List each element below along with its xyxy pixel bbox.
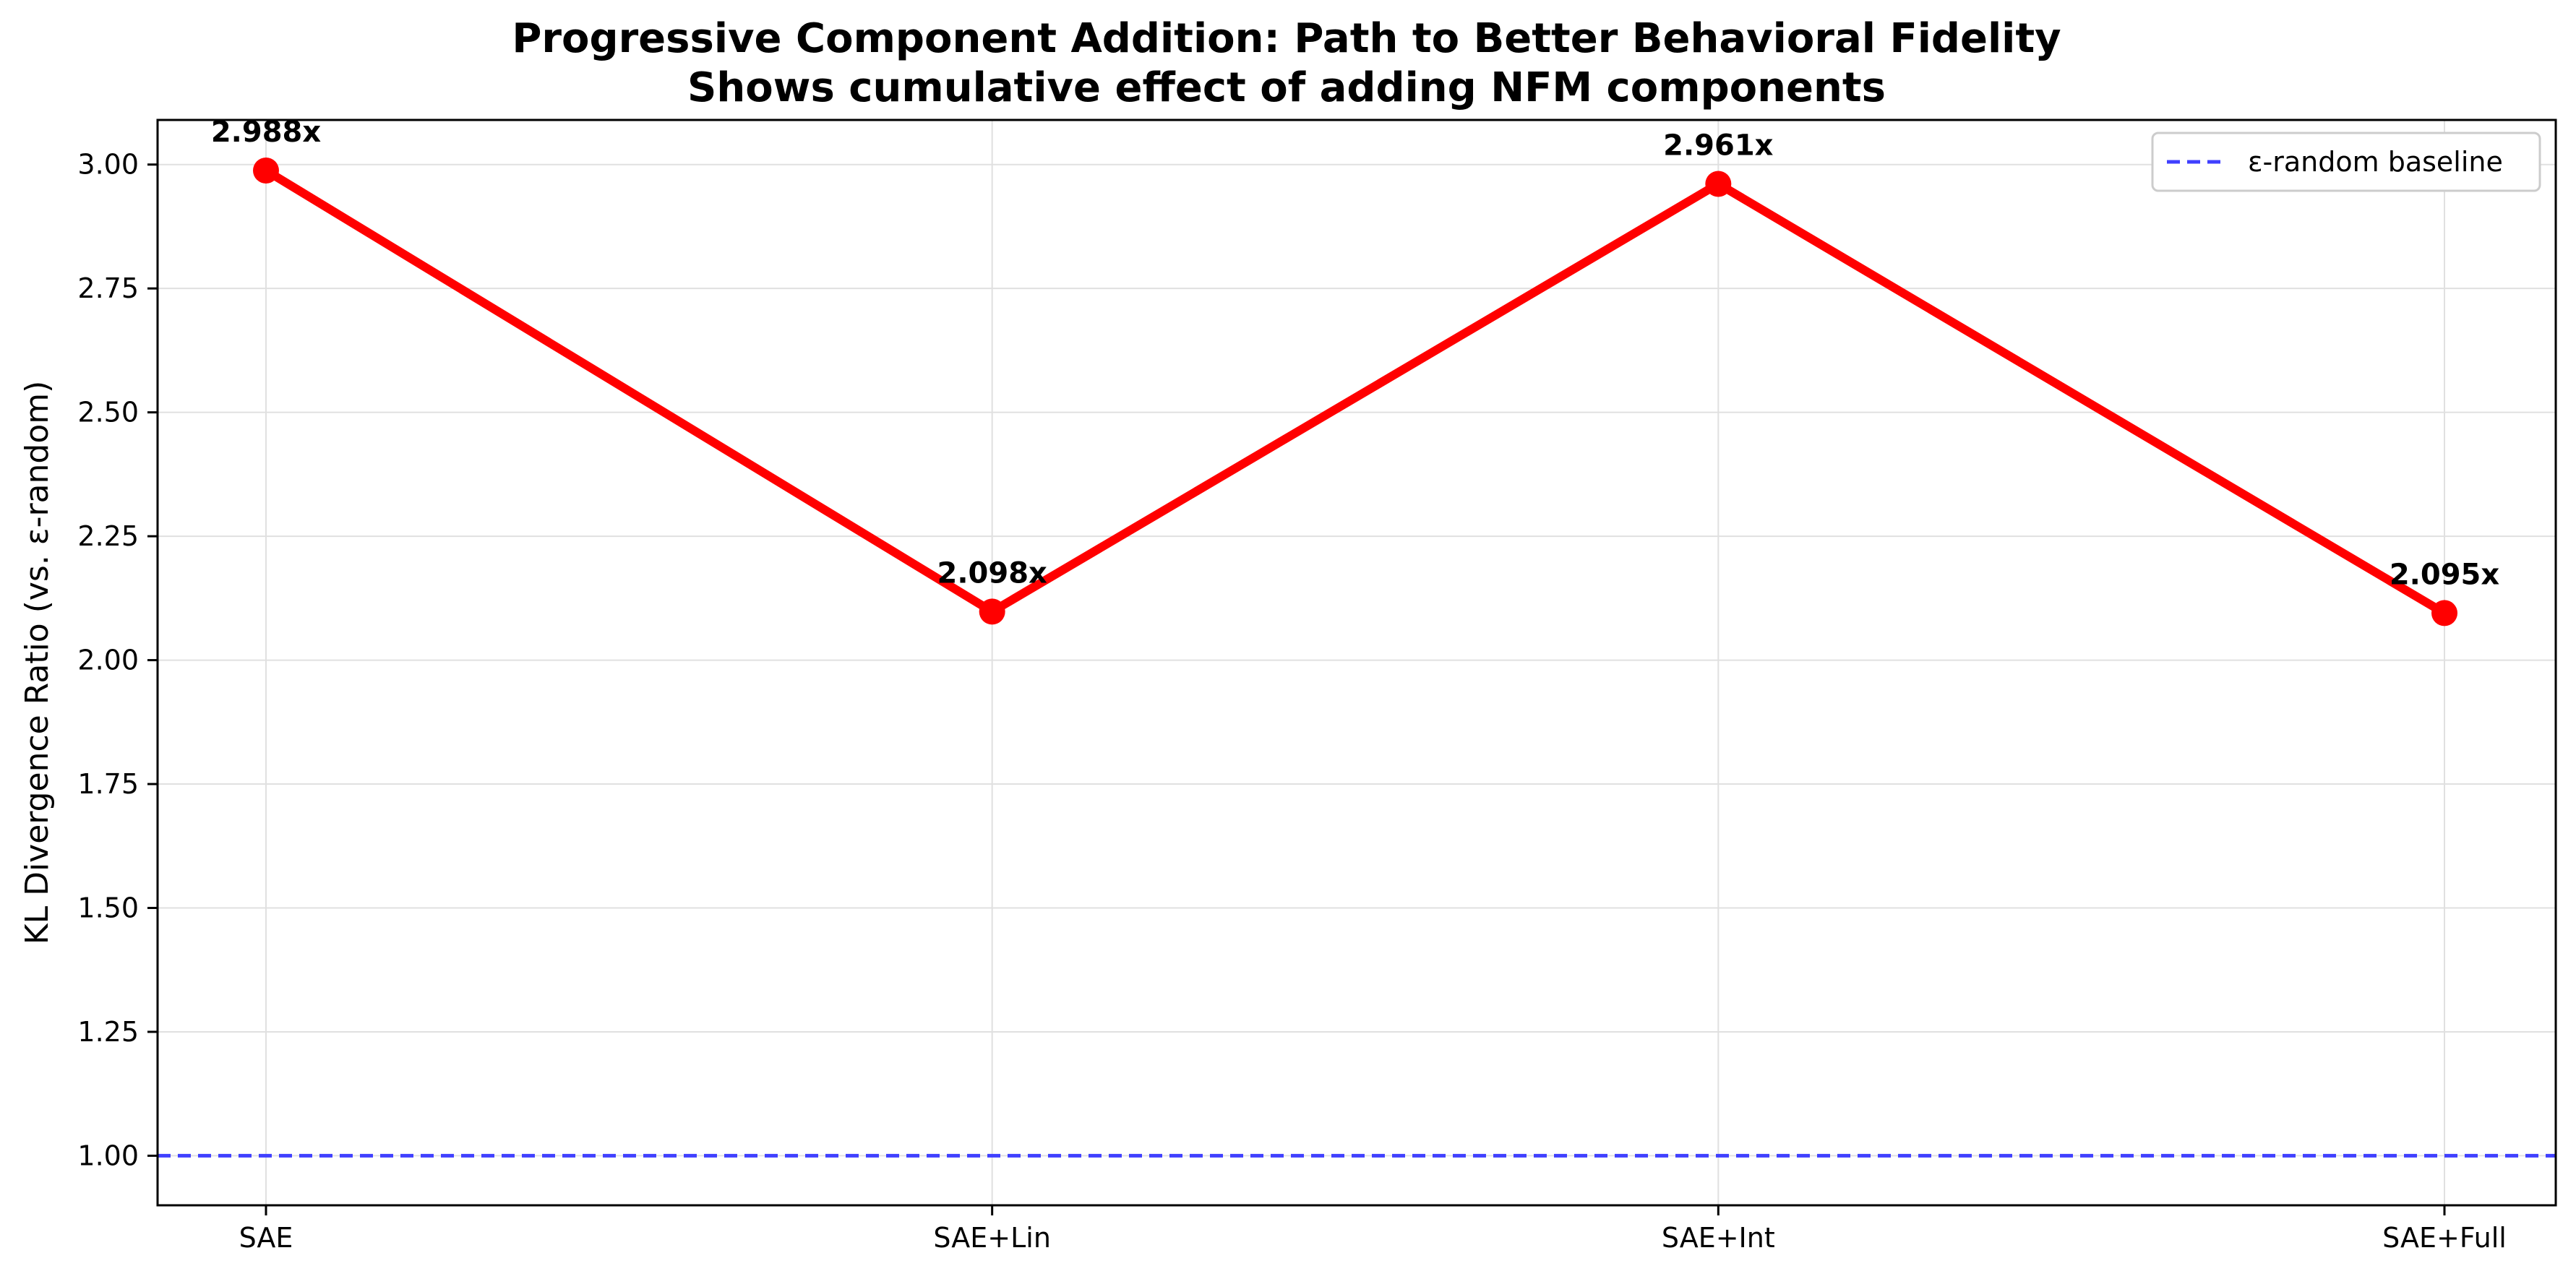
data-point xyxy=(2431,600,2457,626)
chart-title: Progressive Component Addition: Path to … xyxy=(512,15,2061,62)
y-tick-label: 2.75 xyxy=(77,272,139,304)
y-axis-ticks: 1.00 1.25 1.50 1.75 2.00 2.25 2.50 2.75 3.00 xyxy=(77,149,158,1171)
grid-lines xyxy=(158,120,2556,1205)
data-point xyxy=(253,157,279,184)
y-tick-label: 1.00 xyxy=(77,1140,139,1171)
y-tick-label: 3.00 xyxy=(77,149,139,181)
series-line xyxy=(262,165,2449,618)
data-label: 2.961x xyxy=(1663,129,1774,162)
x-axis-ticks: SAE SAE+Lin SAE+Int SAE+Full xyxy=(239,1205,2507,1254)
y-tick-label: 1.50 xyxy=(77,892,139,923)
y-axis-label: KL Divergence Ratio (vs. ε-random) xyxy=(19,381,56,945)
x-tick-label: SAE xyxy=(239,1222,293,1254)
legend-baseline-label: ε-random baseline xyxy=(2248,146,2503,178)
data-label: 2.098x xyxy=(937,556,1048,590)
y-tick-label: 2.50 xyxy=(77,397,139,429)
data-point xyxy=(979,598,1005,625)
y-tick-label: 1.25 xyxy=(77,1016,139,1048)
plot-frame xyxy=(156,119,2557,1207)
data-label: 2.095x xyxy=(2390,558,2500,591)
x-tick-label: SAE+Lin xyxy=(933,1222,1050,1254)
data-label: 2.988x xyxy=(211,116,322,149)
legend: ε-random baseline xyxy=(2151,132,2541,192)
y-tick-label: 2.00 xyxy=(77,645,139,676)
series-layer xyxy=(253,157,2457,626)
legend-box xyxy=(2151,132,2541,192)
y-tick-label: 1.75 xyxy=(77,768,139,800)
data-labels: 2.988x 2.098x 2.961x 2.095x xyxy=(211,116,2500,591)
y-tick-label: 2.25 xyxy=(77,520,139,552)
chart-subtitle: Shows cumulative effect of adding NFM co… xyxy=(687,64,1886,111)
x-tick-label: SAE+Int xyxy=(1662,1222,1775,1254)
x-tick-label: SAE+Full xyxy=(2382,1222,2507,1254)
data-point xyxy=(1705,171,1732,197)
